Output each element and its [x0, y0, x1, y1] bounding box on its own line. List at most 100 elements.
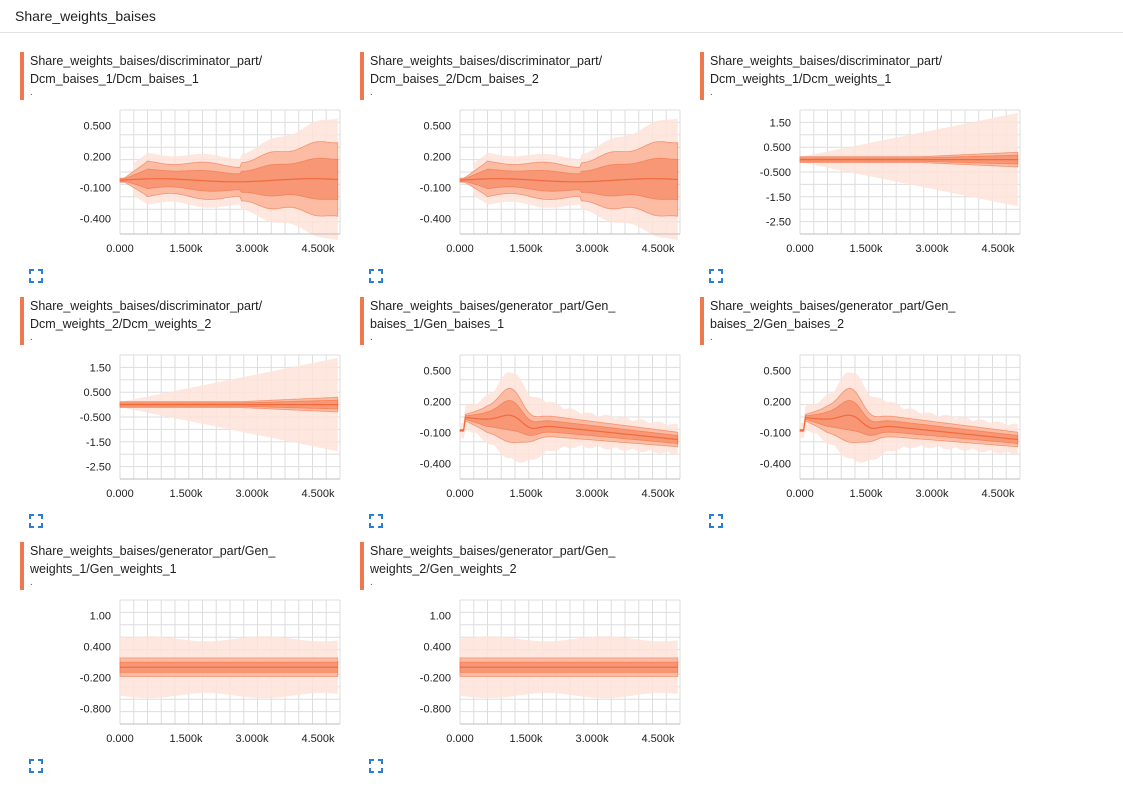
histogram-chart: 1.50 0.500 -0.500 -1.50 -2.50 0.000 1.500k 3.00… [760, 109, 1021, 255]
histogram-card: Share_weights_baises/generator_part/Gen_… [360, 542, 690, 782]
card-subtitle: . [370, 577, 373, 588]
band-inner [799, 399, 1019, 444]
histogram-chart: 0.500 0.200 -0.100 -0.400 0.000 1.500k 3.000k 4… [420, 109, 681, 255]
histogram-chart: 0.500 0.200 -0.100 -0.400 0.000 1.500k 3.000k 4… [760, 354, 1021, 500]
expand-corners-icon[interactable] [709, 269, 723, 283]
card-subtitle: . [370, 87, 373, 98]
page-title: Share_weights_baises [15, 8, 156, 24]
expand-corners-icon[interactable] [369, 759, 383, 773]
histogram-chart: 0.500 0.200 -0.100 -0.400 0.000 1.500k 3.000k 4… [420, 354, 681, 500]
y-tick-label: 0.500 [423, 121, 451, 133]
histogram-chart: 1.00 0.400 -0.200 -0.800 0.000 1.500k 3.000k 4.… [420, 599, 681, 745]
y-tick-label: 0.500 [763, 142, 791, 154]
x-tick-label: 1.500k [169, 488, 203, 500]
y-tick-label: -0.200 [80, 673, 111, 685]
x-tick-label: 1.500k [169, 243, 203, 255]
x-tick-label: 0.000 [446, 488, 474, 500]
card-title-block: Share_weights_baises/generator_part/Gen_… [360, 297, 660, 345]
card-title-line-2: weights_2/Gen_weights_2 [370, 562, 517, 576]
card-title-line-2: weights_1/Gen_weights_1 [30, 562, 177, 576]
y-tick-label: 0.500 [83, 387, 111, 399]
page-header: Share_weights_baises [0, 0, 1123, 33]
x-tick-label: 1.500k [849, 488, 883, 500]
histogram-chart: 1.00 0.400 -0.200 -0.800 0.000 1.500k 3.000k 4.… [80, 599, 341, 745]
x-tick-label: 0.000 [446, 733, 474, 745]
y-tick-label: 0.500 [423, 366, 451, 378]
histogram-card: Share_weights_baises/discriminator_part/… [360, 52, 690, 292]
y-tick-label: 1.50 [770, 117, 791, 129]
card-title-line-1: Share_weights_baises/generator_part/Gen_ [370, 544, 616, 558]
x-tick-label: 3.000k [575, 733, 609, 745]
card-subtitle: . [30, 577, 33, 588]
x-tick-label: 3.000k [575, 243, 609, 255]
histogram-card: Share_weights_baises/generator_part/Gen_… [20, 542, 350, 782]
card-title-line-2: baises_2/Gen_baises_2 [710, 317, 845, 331]
band-inner [459, 399, 679, 444]
expand-corners-icon[interactable] [29, 759, 43, 773]
y-tick-label: -0.100 [760, 428, 791, 440]
y-tick-label: 0.500 [83, 121, 111, 133]
card-subtitle: . [710, 87, 713, 98]
y-tick-label: 0.400 [83, 642, 111, 654]
y-tick-label: -2.50 [86, 462, 111, 474]
median-line [800, 414, 1018, 441]
x-tick-label: 1.500k [509, 488, 543, 500]
y-tick-label: 0.200 [423, 397, 451, 409]
expand-corners-icon[interactable] [29, 269, 43, 283]
y-tick-label: 1.50 [90, 362, 111, 374]
y-tick-label: -0.400 [420, 459, 451, 471]
y-tick-label: -2.50 [766, 217, 791, 229]
card-title-block: Share_weights_baises/generator_part/Gen_… [700, 297, 1000, 345]
card-title-line-2: Dcm_weights_2/Dcm_weights_2 [30, 317, 212, 331]
y-tick-label: -1.50 [766, 192, 791, 204]
card-subtitle: . [710, 332, 713, 343]
median-line [460, 414, 678, 441]
card-title-block: Share_weights_baises/generator_part/Gen_… [20, 542, 320, 590]
histogram-card: Share_weights_baises/discriminator_part/… [20, 52, 350, 292]
x-tick-label: 0.000 [106, 488, 134, 500]
x-tick-label: 4.500k [981, 243, 1015, 255]
y-tick-label: 1.00 [430, 611, 451, 623]
expand-corners-icon[interactable] [369, 514, 383, 528]
expand-corners-icon[interactable] [29, 514, 43, 528]
card-title-block: Share_weights_baises/discriminator_part/… [20, 52, 320, 100]
y-tick-label: 1.00 [90, 611, 111, 623]
card-subtitle: . [30, 87, 33, 98]
x-tick-label: 3.000k [915, 488, 949, 500]
histogram-chart: 0.500 0.200 -0.100 -0.400 0.000 1.500k 3.000k 4… [80, 109, 341, 255]
y-tick-label: -0.100 [420, 428, 451, 440]
x-tick-label: 4.500k [641, 488, 675, 500]
x-tick-label: 0.000 [446, 243, 474, 255]
median-line [119, 178, 338, 183]
y-tick-label: 0.200 [423, 152, 451, 164]
y-tick-label: -0.500 [80, 412, 111, 424]
x-tick-label: 1.500k [849, 243, 883, 255]
histogram-card: Share_weights_baises/discriminator_part/… [20, 297, 350, 537]
x-tick-label: 3.000k [235, 243, 269, 255]
y-tick-label: -1.50 [86, 437, 111, 449]
histogram-card: Share_weights_baises/discriminator_part/… [700, 52, 1030, 292]
card-title-line-1: Share_weights_baises/generator_part/Gen_ [30, 544, 276, 558]
expand-corners-icon[interactable] [709, 514, 723, 528]
median-line [459, 178, 678, 183]
card-title-line-1: Share_weights_baises/generator_part/Gen_ [370, 299, 616, 313]
x-tick-label: 0.000 [786, 488, 814, 500]
card-title-block: Share_weights_baises/discriminator_part/… [20, 297, 320, 345]
expand-corners-icon[interactable] [369, 269, 383, 283]
x-tick-label: 3.000k [915, 243, 949, 255]
card-title-line-2: Dcm_baises_2/Dcm_baises_2 [370, 72, 539, 86]
card-title-block: Share_weights_baises/discriminator_part/… [360, 52, 660, 100]
band-inner [119, 157, 339, 201]
x-tick-label: 4.500k [301, 488, 335, 500]
x-tick-label: 4.500k [301, 243, 335, 255]
card-title-line-1: Share_weights_baises/discriminator_part/ [370, 54, 603, 68]
y-tick-label: 0.400 [423, 642, 451, 654]
x-tick-label: 1.500k [509, 733, 543, 745]
card-title-block: Share_weights_baises/generator_part/Gen_… [360, 542, 660, 590]
card-title-line-1: Share_weights_baises/generator_part/Gen_ [710, 299, 956, 313]
card-title-line-1: Share_weights_baises/discriminator_part/ [30, 299, 263, 313]
x-tick-label: 4.500k [641, 243, 675, 255]
y-tick-label: -0.800 [80, 704, 111, 716]
histogram-chart: 1.50 0.500 -0.500 -1.50 -2.50 0.000 1.500k 3.00… [80, 354, 341, 500]
x-tick-label: 0.000 [106, 243, 134, 255]
